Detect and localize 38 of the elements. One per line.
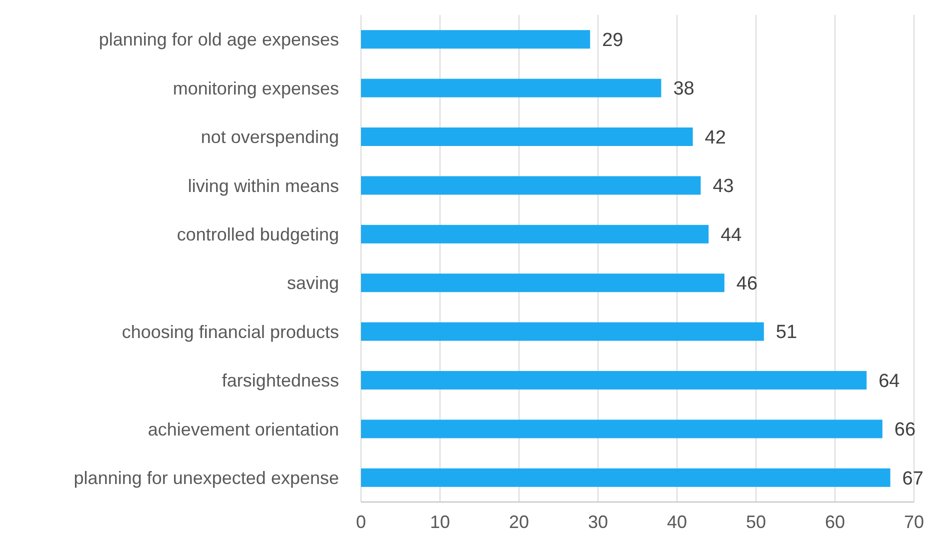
x-tick-label: 40 [666,512,688,532]
y-tick-label: achievement orientation [148,419,339,440]
data-label: 66 [894,420,916,441]
x-tick-label: 60 [824,512,846,532]
x-tick-label: 30 [588,512,608,532]
data-label: 67 [902,468,924,490]
bar [361,224,709,244]
y-tick-label: saving [286,273,339,294]
y-tick-label: controlled budgeting [176,224,339,244]
y-tick-label: living within means [188,176,339,196]
bar [361,274,724,292]
y-tick-label: planning for old age expenses [98,30,339,50]
data-label: 43 [712,176,734,198]
x-tick-label: 50 [746,512,766,532]
y-tick-label: choosing financial products [122,322,339,342]
x-tick-label: 0 [356,512,366,532]
data-label: 42 [704,127,726,148]
y-tick-label: farsightedness [222,370,339,391]
bar [361,468,890,487]
y-tick-label: planning for unexpected expense [74,468,339,488]
bar [361,370,867,390]
bar [361,78,662,98]
y-tick-label: not overspending [200,127,339,148]
bar [361,176,701,195]
bar [361,420,882,438]
data-label: 51 [776,322,798,344]
bar [361,30,590,49]
y-tick-label: monitoring expenses [172,78,339,98]
data-label: 46 [736,274,758,294]
x-tick-label: 20 [508,512,530,532]
bar [361,322,764,341]
data-label: 29 [602,30,624,51]
bar [361,127,693,146]
x-tick-label: 10 [430,512,450,532]
data-label: 38 [673,78,694,100]
x-tick-label: 70 [904,512,924,532]
data-label: 64 [878,370,900,392]
data-label: 44 [720,224,742,246]
